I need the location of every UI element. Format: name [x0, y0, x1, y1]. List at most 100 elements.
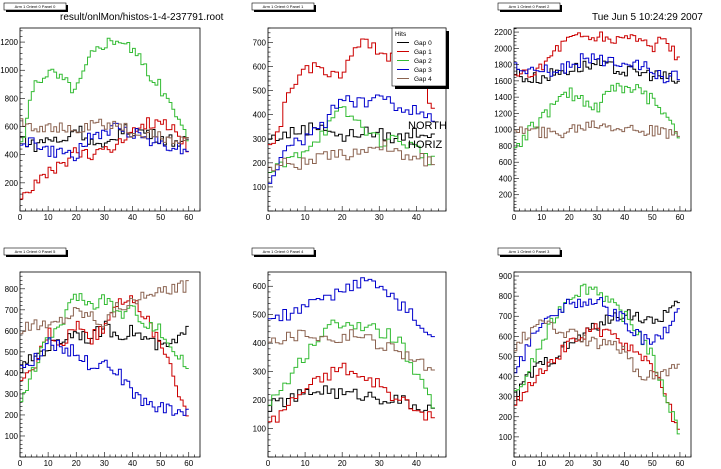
series-line-gap-2 — [514, 283, 680, 435]
y-tick-label: 500 — [499, 352, 513, 361]
y-tick-label: 1400 — [494, 93, 512, 102]
x-tick-label: 30 — [100, 213, 109, 222]
panel-title-box — [3, 2, 67, 11]
y-tick-label: 200 — [5, 179, 19, 188]
y-tick-label: 300 — [253, 135, 267, 144]
series-line-gap-0 — [514, 300, 680, 401]
series-line-gap-4 — [20, 118, 189, 144]
series-line-gap-1 — [268, 362, 435, 423]
y-tick-label: 500 — [253, 87, 267, 96]
series-line-gap-3 — [268, 94, 435, 184]
series-line-gap-4 — [514, 120, 680, 139]
y-tick-label: 2200 — [494, 28, 512, 37]
series-line-gap-3 — [268, 277, 435, 338]
x-tick-label: 50 — [156, 213, 165, 222]
legend-entry: Gap 4 — [414, 76, 432, 83]
x-tick-label: 10 — [301, 459, 310, 468]
orientation-label-north: NORTH — [408, 120, 447, 132]
y-tick-label: 200 — [499, 191, 513, 200]
orientation-label-horiz: HORIZ — [408, 139, 443, 151]
panel-0: Arm 1 Orient 0 Panel 0 0 10 20 30 40 50 60 200 40… — [0, 2, 201, 222]
y-tick-label: 1000 — [494, 126, 512, 135]
y-tick-label: 100 — [499, 433, 513, 442]
panel-title-box — [251, 247, 315, 256]
y-tick-label: 300 — [5, 390, 19, 399]
x-tick-label: 30 — [100, 459, 109, 468]
y-tick-label: 400 — [499, 174, 513, 183]
x-tick-label: 20 — [72, 213, 81, 222]
panel-title-box — [3, 247, 67, 256]
legend-entry: Gap 2 — [414, 58, 432, 65]
y-tick-label: 700 — [499, 312, 513, 321]
panel-title-box — [251, 2, 315, 11]
y-tick-label: 300 — [499, 393, 513, 402]
series-line-gap-1 — [20, 295, 189, 417]
x-tick-label: 40 — [620, 213, 629, 222]
panel-title: Arm 1 Orient 0 Panel 1 — [263, 4, 304, 9]
x-tick-label: 10 — [537, 459, 546, 468]
y-tick-label: 1200 — [494, 109, 512, 118]
y-tick-label: 900 — [499, 272, 513, 281]
y-tick-label: 1200 — [0, 38, 18, 47]
y-tick-label: 400 — [253, 111, 267, 120]
plot-frame — [267, 271, 447, 458]
series-line-gap-4 — [268, 140, 435, 172]
y-tick-label: 600 — [253, 282, 267, 291]
y-tick-label: 800 — [499, 142, 513, 151]
x-tick-label: 40 — [412, 213, 421, 222]
y-tick-label: 800 — [5, 94, 19, 103]
series-line-gap-1 — [514, 323, 680, 430]
panel-title: Arm 1 Orient 0 Panel 2 — [509, 4, 550, 9]
plot-frame — [19, 27, 201, 212]
x-tick-label: 60 — [675, 213, 684, 222]
series-line-gap-0 — [268, 122, 435, 144]
x-tick-label: 20 — [338, 459, 347, 468]
y-tick-label: 700 — [253, 38, 267, 47]
series-line-gap-1 — [514, 31, 680, 78]
panel-title-box — [497, 247, 561, 256]
y-tick-label: 400 — [5, 369, 19, 378]
x-tick-label: 40 — [128, 459, 137, 468]
series-line-gap-2 — [20, 37, 189, 143]
panel-5: Arm 1 Orient 0 Panel 3 0 10 20 30 40 50 60 100 20… — [497, 247, 692, 468]
x-tick-label: 30 — [593, 213, 602, 222]
y-tick-label: 600 — [499, 158, 513, 167]
x-tick-label: 30 — [375, 459, 384, 468]
x-tick-label: 10 — [44, 459, 53, 468]
y-tick-label: 2000 — [494, 44, 512, 53]
x-tick-label: 10 — [537, 213, 546, 222]
y-tick-label: 100 — [253, 425, 267, 434]
series-line-gap-3 — [20, 122, 189, 162]
series-line-gap-0 — [268, 385, 435, 413]
x-tick-label: 50 — [156, 459, 165, 468]
panel-title: Arm 1 Orient 0 Panel 4 — [263, 249, 304, 254]
y-tick-label: 1600 — [494, 77, 512, 86]
legend-entry: Gap 3 — [414, 67, 432, 74]
series-line-gap-4 — [20, 280, 189, 335]
series-line-gap-2 — [268, 106, 435, 173]
y-tick-label: 200 — [499, 413, 513, 422]
x-tick-label: 50 — [648, 459, 657, 468]
x-tick-label: 0 — [512, 213, 517, 222]
x-tick-label: 10 — [301, 213, 310, 222]
x-tick-label: 40 — [128, 213, 137, 222]
y-tick-label: 100 — [5, 432, 19, 441]
x-tick-label: 40 — [620, 459, 629, 468]
panel-1: Arm 1 Orient 0 Panel 1 0 10 20 30 40 100 200 300… — [251, 2, 447, 222]
x-tick-label: 20 — [565, 459, 574, 468]
y-tick-label: 300 — [253, 368, 267, 377]
y-tick-label: 400 — [5, 151, 19, 160]
series-line-gap-2 — [268, 319, 435, 409]
x-tick-label: 60 — [184, 459, 193, 468]
panel-4: Arm 1 Orient 0 Panel 4 0 10 20 30 40 100 200 300… — [251, 247, 447, 468]
x-tick-label: 30 — [593, 459, 602, 468]
series-line-gap-3 — [514, 53, 680, 84]
y-tick-label: 800 — [5, 285, 19, 294]
x-tick-label: 20 — [72, 459, 81, 468]
y-tick-label: 500 — [5, 348, 19, 357]
x-tick-label: 20 — [565, 213, 574, 222]
y-tick-label: 500 — [253, 311, 267, 320]
series-line-gap-3 — [20, 337, 189, 416]
y-tick-label: 600 — [253, 63, 267, 72]
series-line-gap-4 — [268, 329, 435, 371]
